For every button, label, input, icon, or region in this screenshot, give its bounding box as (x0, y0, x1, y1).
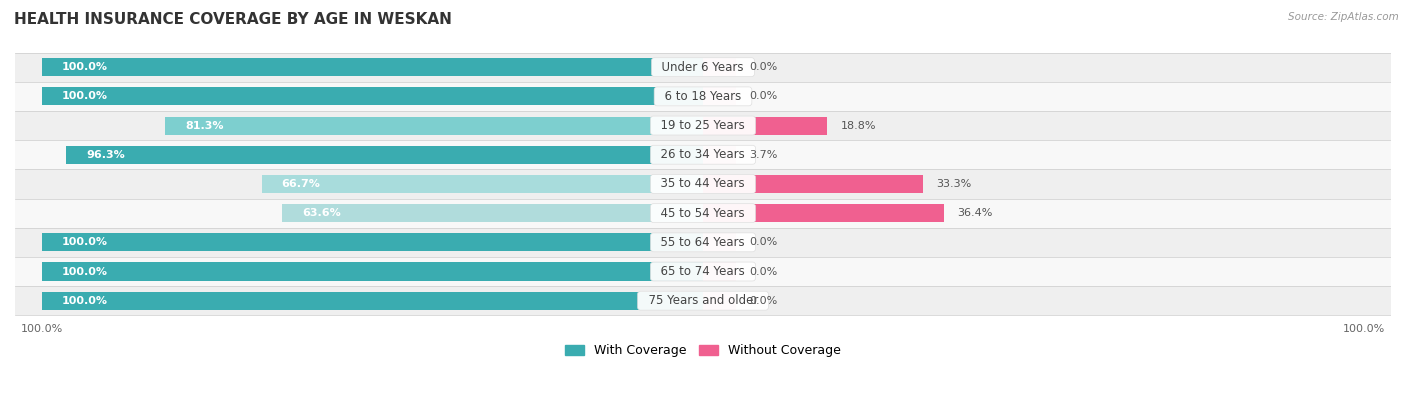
Text: 6 to 18 Years: 6 to 18 Years (657, 90, 749, 103)
Bar (703, 146, 737, 164)
Bar (703, 233, 737, 251)
Bar (66, 146, 703, 164)
Text: HEALTH INSURANCE COVERAGE BY AGE IN WESKAN: HEALTH INSURANCE COVERAGE BY AGE IN WESK… (14, 12, 451, 27)
Bar (283, 204, 703, 222)
Bar (42, 262, 703, 281)
Text: 100.0%: 100.0% (62, 91, 107, 101)
Text: 81.3%: 81.3% (186, 120, 224, 131)
Bar (15, 286, 1391, 315)
Bar (703, 175, 924, 193)
Bar (703, 117, 827, 134)
Text: 3.7%: 3.7% (749, 150, 778, 160)
Bar (703, 204, 943, 222)
Bar (15, 140, 1391, 169)
Text: Under 6 Years: Under 6 Years (655, 61, 751, 74)
Text: 35 to 44 Years: 35 to 44 Years (654, 178, 752, 190)
Bar (15, 169, 1391, 198)
Text: 63.6%: 63.6% (302, 208, 342, 218)
Text: 18.8%: 18.8% (841, 120, 876, 131)
Text: 33.3%: 33.3% (936, 179, 972, 189)
Bar (703, 87, 737, 105)
Bar (42, 233, 703, 251)
Bar (703, 292, 737, 310)
Text: 0.0%: 0.0% (749, 237, 778, 247)
Text: 55 to 64 Years: 55 to 64 Years (654, 236, 752, 249)
Text: 26 to 34 Years: 26 to 34 Years (654, 148, 752, 161)
Bar (703, 58, 737, 76)
Text: 66.7%: 66.7% (281, 179, 321, 189)
Bar (42, 87, 703, 105)
Text: 0.0%: 0.0% (749, 296, 778, 306)
Bar (166, 117, 703, 134)
Text: 45 to 54 Years: 45 to 54 Years (654, 207, 752, 220)
Text: 100.0%: 100.0% (62, 266, 107, 276)
Text: 100.0%: 100.0% (62, 296, 107, 306)
Text: 0.0%: 0.0% (749, 266, 778, 276)
Bar (42, 292, 703, 310)
Text: 100.0%: 100.0% (62, 62, 107, 72)
Bar (703, 262, 737, 281)
Bar (42, 58, 703, 76)
Text: 100.0%: 100.0% (62, 237, 107, 247)
Bar (15, 198, 1391, 228)
Text: 96.3%: 96.3% (86, 150, 125, 160)
Text: 75 Years and older: 75 Years and older (641, 294, 765, 307)
Text: 19 to 25 Years: 19 to 25 Years (654, 119, 752, 132)
Bar (15, 82, 1391, 111)
Text: 65 to 74 Years: 65 to 74 Years (654, 265, 752, 278)
Text: 0.0%: 0.0% (749, 62, 778, 72)
Legend: With Coverage, Without Coverage: With Coverage, Without Coverage (561, 339, 845, 362)
Bar (15, 111, 1391, 140)
Bar (15, 257, 1391, 286)
Text: 0.0%: 0.0% (749, 91, 778, 101)
Text: Source: ZipAtlas.com: Source: ZipAtlas.com (1288, 12, 1399, 22)
Bar (262, 175, 703, 193)
Bar (15, 53, 1391, 82)
Text: 36.4%: 36.4% (957, 208, 993, 218)
Bar (15, 228, 1391, 257)
